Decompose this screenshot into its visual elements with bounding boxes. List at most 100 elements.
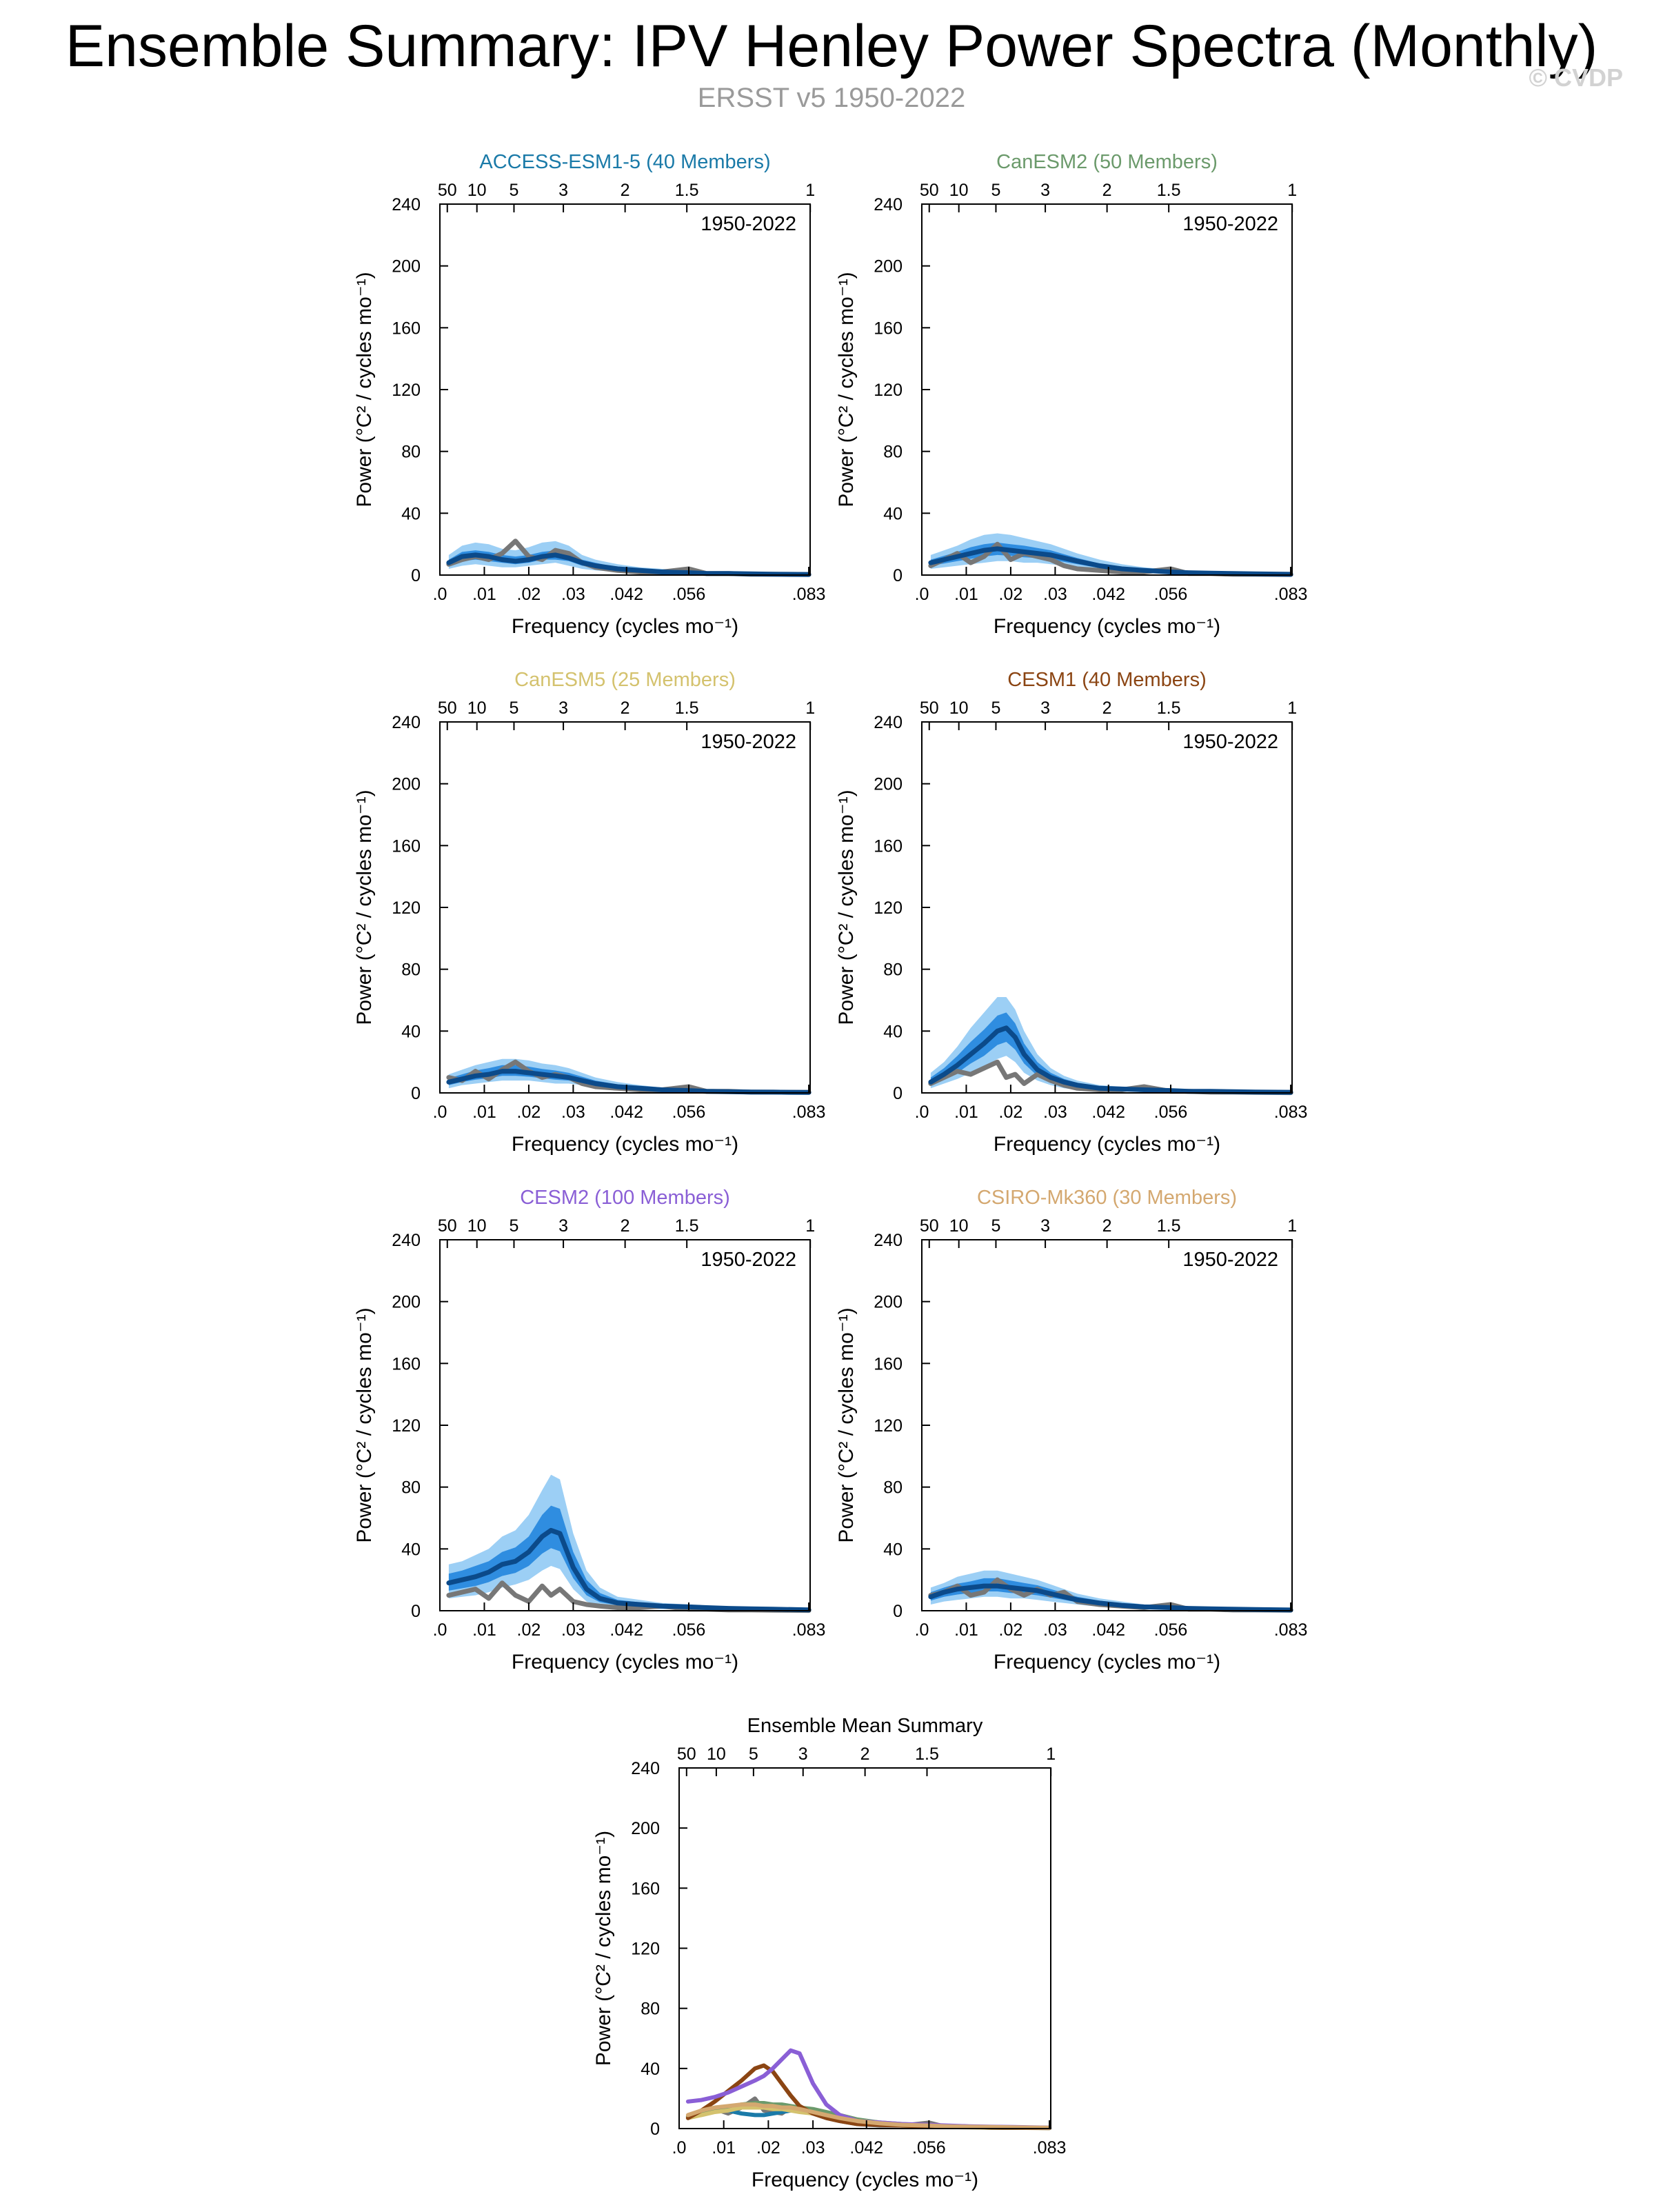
ensemble-mean-line [446,1527,812,1613]
top-tick-label: 3 [558,1216,568,1236]
y-tick-label: 0 [411,1602,421,1621]
y-tick-label: 80 [883,443,903,462]
top-tick-label: 5 [510,698,519,718]
y-tick-label: 160 [392,836,421,856]
x-tick-label: .0 [915,1103,929,1122]
plot-frame [921,1239,1293,1611]
series-line [685,2048,1052,2130]
spread-band-inner [930,1578,1291,1611]
y-axis-label: Power (°C² / cycles mo⁻¹) [835,1307,858,1542]
top-tick-label: 1.5 [915,1745,939,1764]
x-tick-label: .02 [999,1103,1023,1122]
top-tick-label: 2 [621,181,630,200]
spread-band-outer [930,1570,1291,1611]
y-tick-label: 80 [401,1478,421,1498]
y-axis-label: Power (°C² / cycles mo⁻¹) [835,790,858,1025]
y-tick-label: 160 [392,1354,421,1374]
top-tick-label: 1.5 [675,698,699,718]
x-tick-label: .01 [472,1620,496,1640]
top-tick-label: 50 [438,1216,457,1236]
x-tick-label: .01 [954,1620,978,1640]
y-tick-label: 240 [631,1759,660,1778]
x-tick-label: .0 [433,1103,447,1122]
period-label: 1950-2022 [701,213,796,235]
top-tick-label: 10 [467,698,487,718]
y-tick-label: 200 [874,1293,903,1312]
chart-panel: 0 40 80 120 160 200 240 .0 .01 .02 .03 .042 .056 .083… [835,151,1307,638]
x-axis-label: Frequency (cycles mo⁻¹) [994,1133,1220,1156]
y-tick-label: 120 [874,381,903,400]
top-tick-label: 10 [707,1745,726,1764]
y-axis-label: Power (°C² / cycles mo⁻¹) [835,272,858,507]
top-tick-label: 3 [1040,1216,1050,1236]
x-tick-label: .042 [609,585,643,604]
x-tick-label: .042 [1091,585,1125,604]
series-line [685,2063,1052,2131]
x-tick-label: .042 [1091,1103,1125,1122]
x-axis-label: Frequency (cycles mo⁻¹) [994,615,1220,638]
x-tick-label: .083 [1274,1620,1308,1640]
y-tick-label: 200 [392,257,421,276]
top-tick-label: 10 [949,181,969,200]
x-tick-label: .02 [999,585,1023,604]
x-tick-label: .02 [999,1620,1023,1640]
x-tick-label: .056 [672,585,706,604]
x-tick-label: .02 [517,1620,541,1640]
x-tick-label: .042 [849,2138,883,2158]
y-tick-label: 80 [401,961,421,980]
period-label: 1950-2022 [701,1249,796,1271]
top-tick-label: 1 [1046,1745,1056,1764]
top-tick-label: 5 [991,1216,1001,1236]
panel-title: CESM2 (100 Members) [520,1187,730,1209]
x-tick-label: .03 [1043,1620,1067,1640]
panel-title: CanESM5 (25 Members) [514,669,736,691]
x-axis-label: Frequency (cycles mo⁻¹) [512,1133,738,1156]
chart-panel: 0 40 80 120 160 200 240 .0 .01 .02 .03 .042 .056 .083… [835,1187,1307,1673]
y-tick-label: 240 [392,1231,421,1250]
top-tick-label: 1 [805,181,815,200]
x-tick-label: .056 [672,1620,706,1640]
top-tick-label: 3 [1040,698,1050,718]
top-tick-label: 50 [920,1216,939,1236]
y-tick-label: 160 [631,1879,660,1898]
ensemble-mean-line [928,546,1293,577]
y-tick-label: 80 [641,2000,660,2019]
top-tick-label: 1 [1287,698,1297,718]
top-tick-label: 3 [558,698,568,718]
y-tick-label: 80 [401,443,421,462]
y-tick-label: 160 [392,319,421,338]
y-tick-label: 200 [392,775,421,794]
panel-title: CSIRO-Mk360 (30 Members) [977,1187,1237,1209]
y-tick-label: 240 [392,195,421,214]
top-tick-label: 1.5 [675,1216,699,1236]
y-tick-label: 40 [401,504,421,523]
y-tick-label: 240 [874,195,903,214]
x-axis-label: Frequency (cycles mo⁻¹) [752,2169,978,2191]
x-tick-label: .083 [792,1620,826,1640]
chart-panel: 0 40 80 120 160 200 240 .0 .01 .02 .03 .042 .056 .083… [353,151,825,638]
chart-panel: 0 40 80 120 160 200 240 .0 .01 .02 .03 .042 .056 .083… [835,669,1307,1156]
y-axis-label: Power (°C² / cycles mo⁻¹) [353,790,376,1025]
x-tick-label: .042 [609,1620,643,1640]
x-tick-label: .083 [792,1103,826,1122]
series-line [685,2102,1052,2130]
y-tick-label: 120 [392,381,421,400]
x-tick-label: .083 [792,585,826,604]
top-tick-label: 2 [1102,181,1112,200]
x-tick-label: .02 [517,1103,541,1122]
top-tick-label: 50 [438,181,457,200]
x-tick-label: .042 [1091,1620,1125,1640]
x-tick-label: .03 [561,1103,585,1122]
top-tick-label: 1 [805,1216,815,1236]
top-tick-label: 2 [621,1216,630,1236]
plot-frame [678,1767,1051,2129]
x-tick-label: .056 [1154,585,1188,604]
top-tick-label: 1.5 [1157,698,1181,718]
panel-title: CESM1 (40 Members) [1007,669,1206,691]
y-tick-label: 0 [411,1084,421,1103]
spread-band-outer [930,533,1291,575]
top-tick-label: 50 [677,1745,696,1764]
top-tick-label: 5 [510,1216,519,1236]
plot-frame [439,721,811,1094]
top-tick-label: 5 [510,181,519,200]
